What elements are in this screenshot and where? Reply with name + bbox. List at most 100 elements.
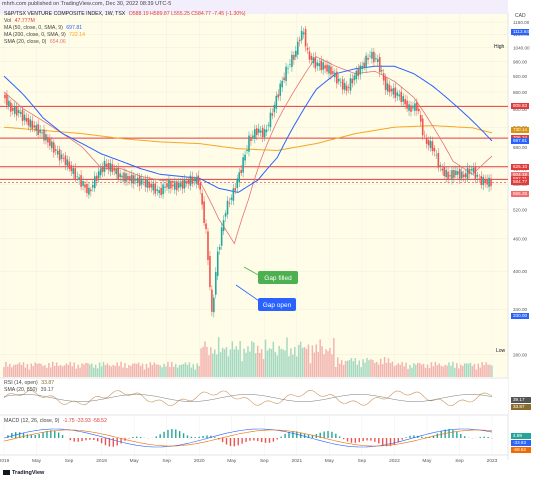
candle-body <box>378 56 381 73</box>
volume-bar <box>256 345 259 377</box>
legend-sma20[interactable]: SMA (20, close, 0) 654.06 <box>4 39 66 45</box>
macd-histogram-bar <box>96 438 99 442</box>
volume-bar <box>38 363 40 377</box>
macd-histogram-bar <box>116 438 118 446</box>
volume-bar <box>46 367 48 377</box>
legend-ma50[interactable]: MA (50, close, 0, SMA, 9) 697.81 <box>4 25 82 31</box>
volume-bar <box>348 360 351 377</box>
price-tag: 604.18 <box>511 171 529 178</box>
volume-bar <box>487 364 489 377</box>
candle-body <box>168 180 170 189</box>
volume-bar <box>225 347 228 377</box>
volume-bar <box>434 361 437 377</box>
candle-body <box>72 168 75 174</box>
candle-body <box>127 175 129 181</box>
legend-rsi-sma[interactable]: SMA (20, 850) 39.17 <box>4 387 54 393</box>
volume-bar <box>274 351 277 377</box>
macd-histogram-bar <box>319 432 321 438</box>
macd-histogram-bar <box>26 434 29 438</box>
time-tick-label: 2023 <box>487 458 498 464</box>
macd-histogram-bar <box>292 431 294 438</box>
candle-body <box>308 51 311 60</box>
candle-body <box>236 178 239 188</box>
volume-bar <box>387 358 390 377</box>
candle-body <box>359 65 362 75</box>
volume-bar <box>436 365 439 377</box>
candle-body <box>86 183 88 194</box>
macd-histogram-bar <box>342 438 345 440</box>
candle-body <box>76 175 78 177</box>
volume-bar <box>344 361 347 377</box>
macd-histogram-bar <box>73 438 75 442</box>
macd-histogram-bar <box>280 436 282 438</box>
legend-rsi[interactable]: RSI (14, open) 33.87 <box>4 380 54 386</box>
candle-body <box>295 50 297 57</box>
macd-histogram-bar <box>221 438 224 443</box>
candle-body <box>437 152 440 168</box>
volume-bar <box>151 365 154 377</box>
macd-histogram-bar <box>93 438 95 441</box>
macd-histogram-bar <box>389 438 392 447</box>
volume-bar <box>59 365 62 377</box>
macd-histogram-bar <box>42 432 44 438</box>
volume-bar <box>65 363 68 377</box>
volume-bar <box>173 366 175 377</box>
volume-bar <box>366 357 368 377</box>
volume-bar <box>11 367 13 377</box>
signal-line <box>3 429 493 447</box>
volume-bar <box>297 344 300 377</box>
price-tick-label: 920.00 <box>513 74 527 79</box>
volume-bar <box>153 362 156 377</box>
gap-open-text: Gap open <box>263 302 292 309</box>
price-tick-label: 680.00 <box>513 145 527 150</box>
candle-body <box>330 66 332 75</box>
candle-body <box>39 129 41 133</box>
candle-body <box>150 183 153 188</box>
candle-body <box>117 167 119 180</box>
legend-ma200[interactable]: MA (200, close, 0, SMA, 9) 722.14 <box>4 32 85 38</box>
candle-body <box>92 185 94 188</box>
candle-body <box>265 129 268 133</box>
candle-body <box>4 94 6 99</box>
volume-bar <box>290 348 292 377</box>
volume-bar <box>422 363 425 377</box>
volume-bar <box>317 351 319 377</box>
candle-body <box>423 135 426 137</box>
candle-body <box>103 160 106 172</box>
symbol-title[interactable]: S&P/TSX VENTURE COMPOSITE INDEX, 1W, TSX <box>4 11 126 17</box>
volume-bar <box>100 366 103 377</box>
volume-bar <box>192 364 195 377</box>
candle-body <box>56 150 59 155</box>
volume-bar <box>477 363 480 377</box>
macd-histogram-bar <box>159 434 161 438</box>
volume-bar <box>18 362 21 377</box>
volume-bar <box>184 362 187 377</box>
volume-bar <box>335 366 337 377</box>
candle-body <box>322 62 324 70</box>
macd-histogram-bar <box>34 434 36 438</box>
tradingview-logo[interactable]: TradingView <box>3 470 44 476</box>
candle-body <box>242 157 244 173</box>
candle-body <box>45 134 47 141</box>
macd-histogram-bar <box>311 434 314 438</box>
candle-body <box>62 158 65 159</box>
legend-macd[interactable]: MACD (12, 26, close, 9) -1.75 -33.93 -58… <box>4 418 107 424</box>
price-tick-label: 280.00 <box>513 352 527 357</box>
macd-histogram-bar <box>61 435 64 438</box>
macd-histogram-bar <box>303 433 306 438</box>
rsi-tag: 39.17 <box>511 397 531 403</box>
legend-vol[interactable]: Vol 47.777M <box>4 18 35 24</box>
candle-body <box>289 64 291 65</box>
macd-histogram-bar <box>323 431 325 438</box>
candle-body <box>451 170 453 180</box>
macd-histogram-bar <box>460 434 462 438</box>
candle-body <box>408 104 410 111</box>
macd-histogram-bar <box>366 438 368 441</box>
candle-body <box>271 113 274 116</box>
macd-histogram-bar <box>11 433 13 438</box>
candle-body <box>261 127 264 138</box>
macd-histogram-bar <box>428 436 431 438</box>
volume-bar <box>352 361 355 377</box>
candle-body <box>189 175 192 186</box>
